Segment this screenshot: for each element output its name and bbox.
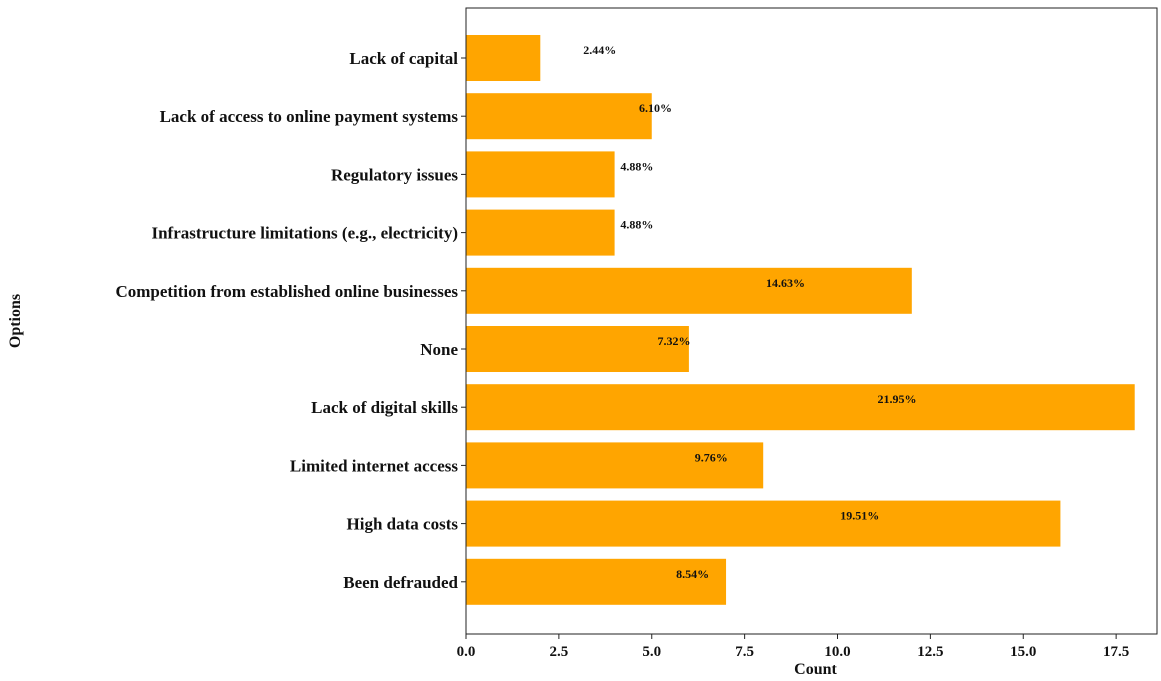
x-axis-title: Count	[794, 661, 837, 678]
category-label-6: Lack of digital skills	[311, 398, 458, 417]
category-label-5: None	[420, 340, 458, 359]
bar-value-label-4: 14.63%	[766, 276, 805, 290]
plot-frame	[465, 7, 1158, 635]
bar-2	[466, 151, 615, 198]
bar-value-label-9: 8.54%	[676, 567, 709, 581]
bar-value-label-6: 21.95%	[877, 392, 916, 406]
bar-9	[466, 558, 727, 605]
category-label-3: Infrastructure limitations (e.g., electr…	[151, 224, 458, 243]
x-tick-label-1: 2.5	[550, 644, 569, 660]
category-label-2: Regulatory issues	[331, 165, 458, 184]
bar-value-label-2: 4.88%	[620, 159, 653, 173]
x-tick-label-0: 0.0	[457, 644, 476, 660]
category-label-8: High data costs	[347, 515, 459, 534]
y-axis-title: Options	[7, 294, 24, 348]
data-labels-layer: 2.44% 6.10% 4.88% 4.88% 14.63% 7.32% 21.95% 9.7…	[583, 43, 916, 581]
bars-layer	[466, 35, 1135, 605]
bar-value-label-8: 19.51%	[840, 509, 879, 523]
x-tick-label-4: 10.0	[824, 644, 850, 660]
bar-value-label-5: 7.32%	[658, 334, 691, 348]
x-tick-label-2: 5.0	[642, 644, 661, 660]
category-label-7: Limited internet access	[290, 456, 458, 475]
x-tick-label-3: 7.5	[735, 644, 754, 660]
category-label-9: Been defrauded	[343, 573, 458, 592]
category-label-0: Lack of capital	[349, 49, 458, 68]
category-labels-layer: Lack of capital Lack of access to online …	[115, 49, 466, 592]
bar-4	[466, 267, 912, 314]
category-label-4: Competition from established online busi…	[115, 282, 458, 301]
bar-value-label-1: 6.10%	[639, 101, 672, 115]
x-tick-label-5: 12.5	[917, 644, 943, 660]
category-label-1: Lack of access to online payment systems	[160, 107, 459, 126]
bar-value-label-7: 9.76%	[695, 450, 728, 464]
bar-1	[466, 93, 652, 140]
x-tick-label-7: 17.5	[1103, 644, 1129, 660]
bar-8	[466, 500, 1061, 547]
bar-3	[466, 209, 615, 256]
bar-5	[466, 326, 689, 372]
bar-value-label-0: 2.44%	[583, 43, 616, 57]
bar-0	[466, 35, 541, 81]
bar-value-label-3: 4.88%	[620, 218, 653, 232]
bar-7	[466, 442, 764, 489]
bar-6	[466, 384, 1135, 431]
x-tick-label-6: 15.0	[1010, 644, 1036, 660]
x-ticks-layer: 0.0 2.5 5.0 7.5 10.0 12.5 15.0 17.5	[457, 634, 1129, 660]
